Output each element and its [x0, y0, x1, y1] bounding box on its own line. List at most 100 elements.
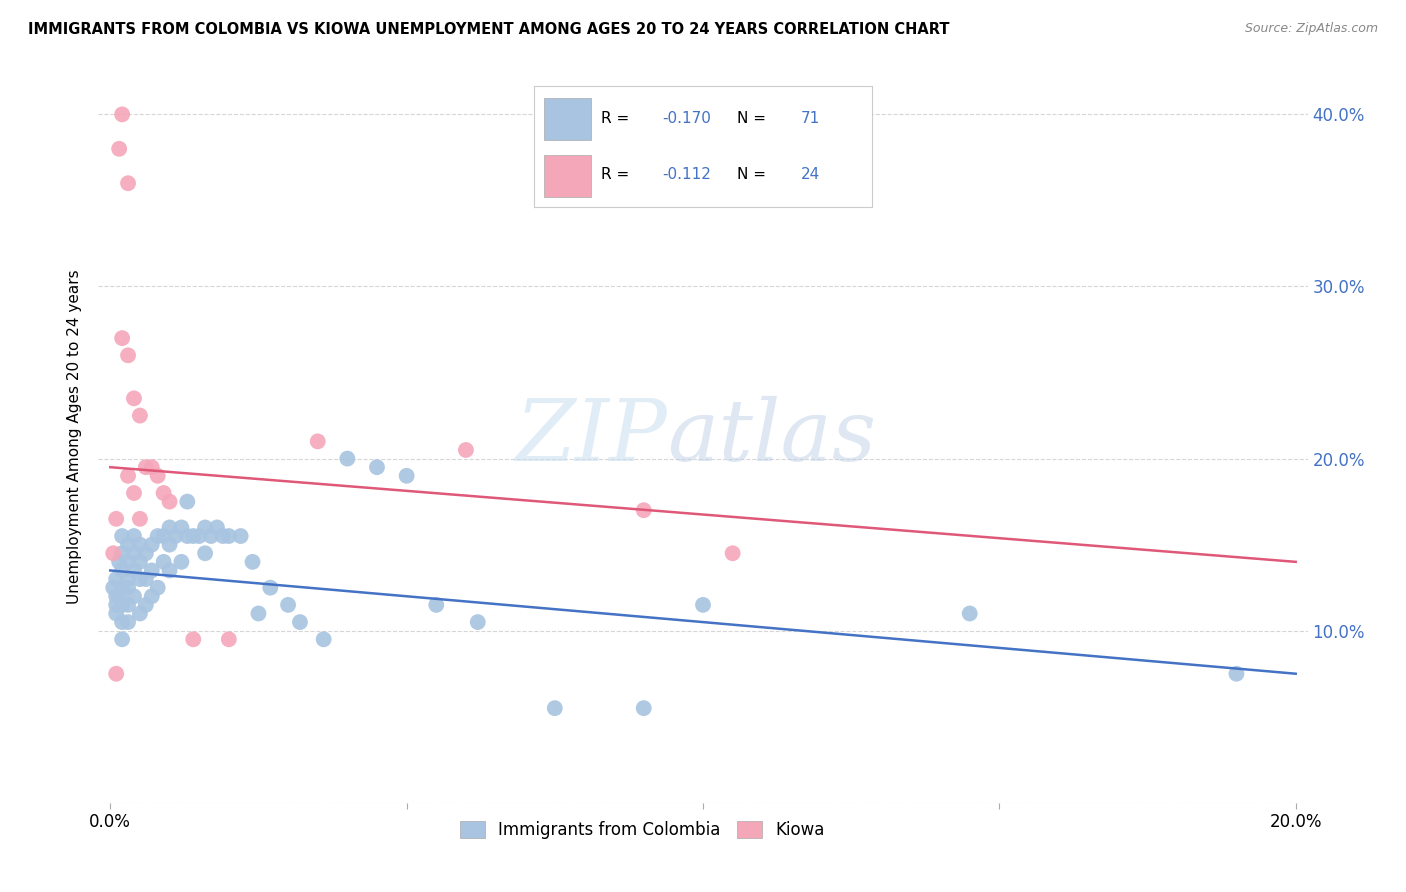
Point — [111, 564, 134, 578]
Point — [152, 529, 174, 543]
Point — [200, 529, 222, 543]
Point — [159, 538, 181, 552]
Text: atlas: atlas — [666, 396, 876, 478]
Point — [212, 529, 235, 543]
Point — [633, 701, 655, 715]
Point — [395, 468, 418, 483]
Point — [692, 598, 714, 612]
Point — [135, 546, 157, 560]
Point — [117, 468, 139, 483]
Point — [544, 701, 567, 715]
Point — [242, 555, 264, 569]
Point — [122, 392, 145, 406]
Point — [111, 529, 134, 543]
Point — [176, 529, 198, 543]
Point — [105, 598, 128, 612]
Point — [165, 529, 187, 543]
Point — [105, 607, 128, 621]
Point — [105, 666, 128, 681]
Point — [111, 546, 134, 560]
Point — [141, 460, 163, 475]
Point — [170, 555, 193, 569]
Point — [111, 615, 134, 629]
Point — [108, 555, 131, 569]
Point — [141, 564, 163, 578]
Point — [288, 615, 311, 629]
Point — [247, 607, 270, 621]
Point — [129, 409, 152, 423]
Point — [176, 494, 198, 508]
Point — [467, 615, 489, 629]
Point — [188, 529, 211, 543]
Point — [122, 564, 145, 578]
Point — [108, 589, 131, 603]
Point — [307, 434, 329, 449]
Point — [129, 572, 152, 586]
Point — [277, 598, 299, 612]
Point — [103, 546, 125, 560]
Point — [129, 512, 152, 526]
Point — [229, 529, 252, 543]
Point — [152, 555, 174, 569]
Point — [129, 555, 152, 569]
Point — [194, 546, 217, 560]
Point — [194, 520, 217, 534]
Point — [117, 348, 139, 362]
Point — [122, 486, 145, 500]
Point — [111, 632, 134, 647]
Point — [141, 538, 163, 552]
Point — [336, 451, 359, 466]
Point — [181, 529, 204, 543]
Point — [312, 632, 335, 647]
Y-axis label: Unemployment Among Ages 20 to 24 years: Unemployment Among Ages 20 to 24 years — [67, 269, 83, 605]
Point — [454, 442, 477, 457]
Point — [141, 589, 163, 603]
Point — [181, 632, 204, 647]
Point — [146, 581, 169, 595]
Point — [218, 529, 240, 543]
Point — [425, 598, 447, 612]
Point — [159, 494, 181, 508]
Point — [105, 589, 128, 603]
Point — [117, 538, 139, 552]
Point — [218, 632, 240, 647]
Point — [117, 555, 139, 569]
Point — [135, 460, 157, 475]
Point — [633, 503, 655, 517]
Point — [1225, 666, 1247, 681]
Point — [105, 572, 128, 586]
Point — [959, 607, 981, 621]
Point — [146, 529, 169, 543]
Point — [366, 460, 388, 475]
Point — [721, 546, 744, 560]
Point — [117, 615, 139, 629]
Point — [135, 572, 157, 586]
Point — [111, 107, 134, 121]
Point — [117, 176, 139, 190]
Point — [135, 598, 157, 612]
Point — [146, 468, 169, 483]
Text: IMMIGRANTS FROM COLOMBIA VS KIOWA UNEMPLOYMENT AMONG AGES 20 TO 24 YEARS CORRELA: IMMIGRANTS FROM COLOMBIA VS KIOWA UNEMPL… — [28, 22, 949, 37]
Point — [159, 564, 181, 578]
Point — [259, 581, 281, 595]
Point — [117, 572, 139, 586]
Point — [117, 581, 139, 595]
Point — [122, 589, 145, 603]
Point — [108, 142, 131, 156]
Point — [105, 512, 128, 526]
Text: Source: ZipAtlas.com: Source: ZipAtlas.com — [1244, 22, 1378, 36]
Point — [129, 538, 152, 552]
Point — [205, 520, 228, 534]
Point — [129, 607, 152, 621]
Point — [152, 486, 174, 500]
Point — [117, 598, 139, 612]
Point — [159, 520, 181, 534]
Legend: Immigrants from Colombia, Kiowa: Immigrants from Colombia, Kiowa — [453, 814, 832, 846]
Point — [122, 546, 145, 560]
Point — [122, 529, 145, 543]
Point — [111, 598, 134, 612]
Point — [103, 581, 125, 595]
Point — [170, 520, 193, 534]
Point — [111, 581, 134, 595]
Text: ZIP: ZIP — [515, 396, 666, 478]
